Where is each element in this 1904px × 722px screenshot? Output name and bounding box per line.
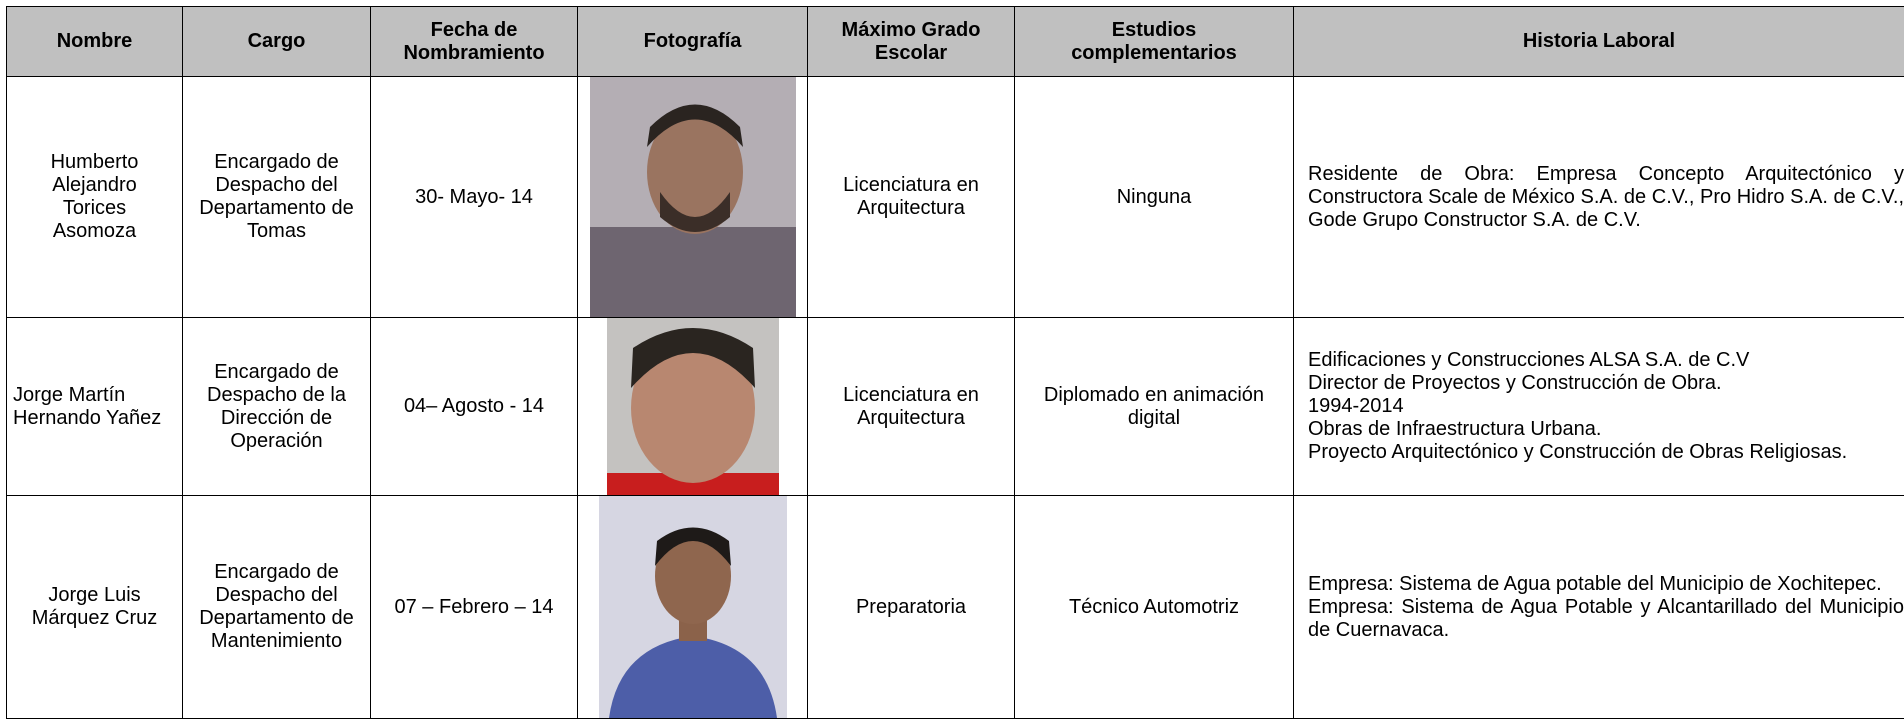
column-header: Nombre <box>6 6 183 77</box>
name-cell: Humberto Alejandro Torices Asomoza <box>6 76 183 318</box>
column-header: Fecha de Nombramiento <box>370 6 578 77</box>
photo <box>589 77 796 317</box>
column-header: Fotografía <box>577 6 808 77</box>
column-header: Historia Laboral <box>1293 6 1904 77</box>
photo-cell <box>577 495 808 719</box>
studies-cell: Diplomado en animación digital <box>1014 317 1294 496</box>
history-cell: Empresa: Sistema de Agua potable del Mun… <box>1293 495 1904 719</box>
name-cell: Jorge Martín Hernando Yañez <box>6 317 183 496</box>
history-line: Empresa: Sistema de Agua Potable y Alcan… <box>1308 595 1904 641</box>
photo-cell <box>577 317 808 496</box>
table-body: Humberto Alejandro Torices Asomoza Encarg… <box>6 76 1904 719</box>
history-cell: Residente de Obra: Empresa Concepto Arqu… <box>1293 76 1904 318</box>
date-cell: 07 – Febrero – 14 <box>370 495 578 719</box>
history-line: Proyecto Arquitectónico y Construcción d… <box>1308 441 1848 463</box>
table-row: Jorge Luis Márquez Cruz Encargado de Desp… <box>6 495 1904 719</box>
position-cell: Encargado de Despacho del Departamento d… <box>182 76 371 318</box>
staff-table: Nombre Cargo Fecha de Nombramiento Fotograf… <box>6 6 1904 719</box>
position-cell: Encargado de Despacho del Departamento d… <box>182 495 371 719</box>
history-line: Director de Proyectos y Construcción de … <box>1308 372 1722 394</box>
history-line: Obras de Infraestructura Urbana. <box>1308 418 1602 440</box>
photo-cell <box>577 76 808 318</box>
studies-cell: Técnico Automotriz <box>1014 495 1294 719</box>
name-cell: Jorge Luis Márquez Cruz <box>6 495 183 719</box>
photo <box>598 496 787 718</box>
degree-cell: Licenciatura en Arquitectura <box>807 76 1015 318</box>
photo <box>606 318 779 495</box>
history-line: 1994-2014 <box>1308 395 1404 417</box>
table-row: Jorge Martín Hernando Yañez Encargado de … <box>6 317 1904 496</box>
photo <box>598 496 787 718</box>
history-cell: Edificaciones y Construcciones ALSA S.A.… <box>1293 317 1904 496</box>
photo <box>606 318 779 495</box>
degree-cell: Preparatoria <box>807 495 1015 719</box>
photo <box>589 77 796 317</box>
position-cell: Encargado de Despacho de la Dirección de… <box>182 317 371 496</box>
history-line: Empresa: Sistema de Agua potable del Mun… <box>1308 572 1882 595</box>
degree-cell: Licenciatura en Arquitectura <box>807 317 1015 496</box>
history-line: Edificaciones y Construcciones ALSA S.A.… <box>1308 349 1750 371</box>
column-header: Máximo Grado Escolar <box>807 6 1015 77</box>
studies-cell: Ninguna <box>1014 76 1294 318</box>
date-cell: 04– Agosto - 14 <box>370 317 578 496</box>
header-row: Nombre Cargo Fecha de Nombramiento Fotograf… <box>6 6 1904 77</box>
date-cell: 30- Mayo- 14 <box>370 76 578 318</box>
column-header: Cargo <box>182 6 371 77</box>
column-header: Estudios complementarios <box>1014 6 1294 77</box>
table-row: Humberto Alejandro Torices Asomoza Encarg… <box>6 76 1904 318</box>
history-line: Residente de Obra: Empresa Concepto Arqu… <box>1308 162 1904 231</box>
